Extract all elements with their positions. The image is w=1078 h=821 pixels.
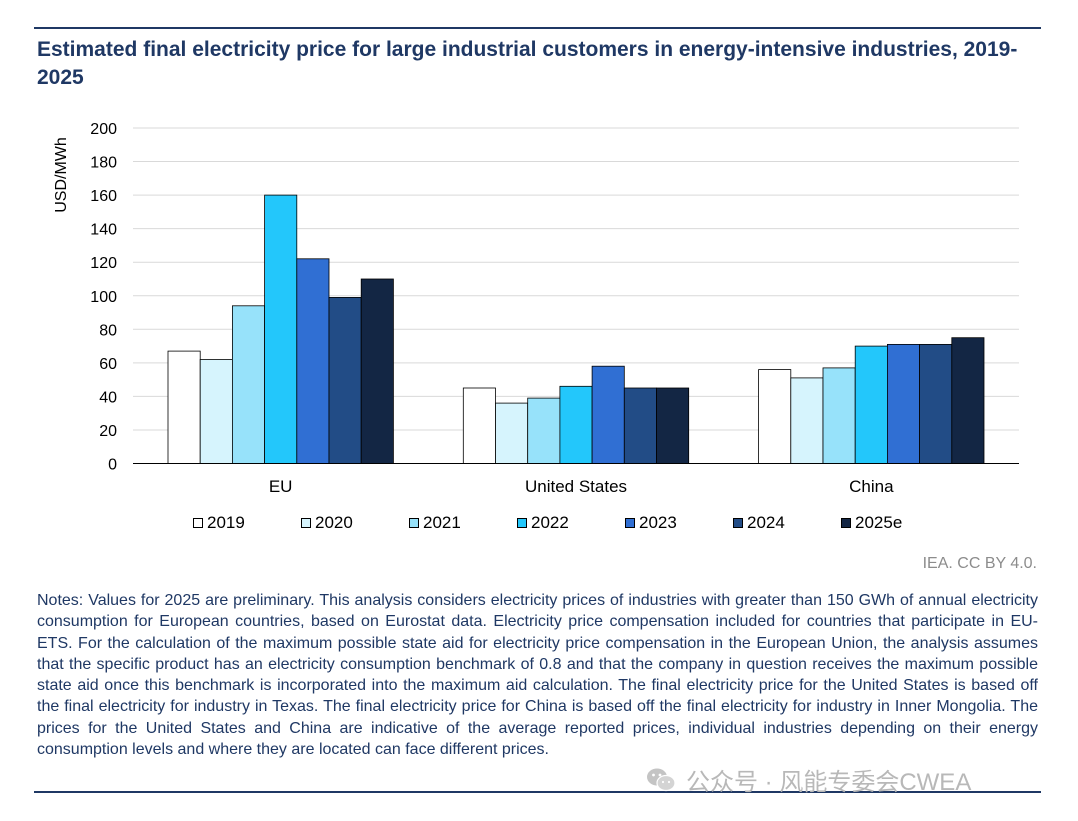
legend-item: 2020	[301, 513, 353, 533]
chart-notes: Notes: Values for 2025 are preliminary. …	[37, 592, 1038, 759]
bar-china-2019	[758, 369, 792, 464]
bottom-rule	[34, 791, 1041, 793]
legend-swatch	[841, 518, 851, 528]
wechat-icon	[647, 768, 676, 791]
legend-swatch	[625, 518, 635, 528]
x-tick-label: China	[849, 477, 894, 496]
legend-swatch	[301, 518, 311, 528]
bar-eu-2021	[231, 305, 265, 464]
legend-label: 2021	[423, 513, 461, 532]
bar-china-2024	[919, 343, 953, 464]
legend-label: 2019	[207, 513, 245, 532]
bar-united-states-2025e	[656, 387, 690, 464]
y-tick-labels: 0 20 40 60 80 100 120 140 160 180 200	[90, 121, 117, 474]
legend-label: 2023	[639, 513, 677, 532]
x-tick-labels: EU United States China	[269, 477, 894, 496]
top-rule	[34, 27, 1041, 29]
bar-china-2025e	[951, 337, 985, 464]
bar-china-2023	[887, 343, 921, 464]
legend-item: 2019	[193, 513, 245, 533]
bar-eu-2024	[328, 296, 362, 464]
y-tick-label: 140	[90, 222, 117, 239]
y-tick-label: 60	[99, 356, 117, 373]
bar-china-2022	[854, 345, 888, 464]
source-credit: IEA. CC BY 4.0.	[922, 555, 1037, 572]
legend-item: 2025e	[841, 513, 902, 533]
legend-label: 2022	[531, 513, 569, 532]
bar-china-2020	[790, 377, 824, 464]
legend-item: 2021	[409, 513, 461, 533]
legend-label: 2020	[315, 513, 353, 532]
legend-item: 2024	[733, 513, 785, 533]
bar-united-states-2019	[462, 387, 496, 464]
y-tick-label: 180	[90, 155, 117, 172]
y-tick-label: 100	[90, 289, 117, 306]
watermark-text: 公众号 · 风能专委会CWEA	[686, 769, 972, 796]
y-tick-label: 40	[99, 389, 117, 406]
bar-eu-2023	[296, 258, 330, 464]
bar-united-states-2021	[527, 397, 561, 464]
y-tick-label: 160	[90, 188, 117, 205]
y-tick-label: 20	[99, 423, 117, 440]
legend-item: 2023	[625, 513, 677, 533]
y-tick-label: 0	[108, 457, 117, 474]
bar-china-2021	[822, 367, 856, 464]
legend-swatch	[409, 518, 419, 528]
watermark: 公众号 · 风能专委会CWEA	[646, 762, 971, 797]
x-tick-label: United States	[525, 477, 627, 496]
legend-item: 2022	[517, 513, 569, 533]
legend-swatch	[193, 518, 203, 528]
y-tick-label: 120	[90, 255, 117, 272]
bar-eu-2019	[167, 350, 201, 464]
y-tick-label: 200	[90, 121, 117, 138]
y-axis-label: USD/MWh	[53, 137, 70, 213]
y-tick-label: 80	[99, 322, 117, 339]
bar-united-states-2020	[495, 402, 529, 464]
bar-chart: 0 20 40 60 80 100 120 140 160 180 200 EU United Sta…	[53, 121, 1019, 496]
chart-title: Estimated final electricity price for la…	[37, 38, 1018, 89]
legend-swatch	[733, 518, 743, 528]
legend-label: 2024	[747, 513, 785, 532]
bar-united-states-2024	[623, 387, 657, 464]
bar-eu-2025e	[360, 278, 394, 464]
bar-eu-2022	[264, 194, 298, 464]
bar-eu-2020	[199, 359, 233, 464]
x-tick-label: EU	[269, 477, 293, 496]
bar-united-states-2023	[591, 365, 625, 464]
bar-united-states-2022	[559, 385, 593, 464]
legend-swatch	[517, 518, 527, 528]
legend-label: 2025e	[855, 513, 903, 532]
